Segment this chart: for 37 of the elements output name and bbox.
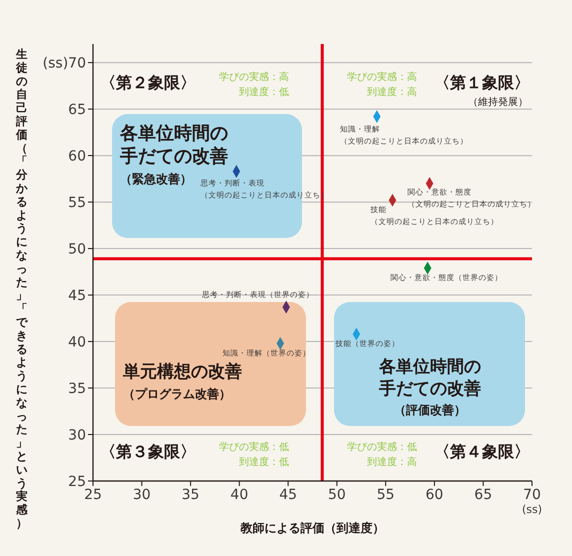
annotation: 〈第２象限〉 — [100, 73, 196, 92]
annotation: 単元構想の改善 — [122, 361, 242, 382]
y-tick-label: 30 — [68, 428, 86, 444]
x-tick-label: 50 — [328, 487, 346, 503]
x-tick-label: 55 — [376, 487, 395, 503]
annotation: 学びの実感：高到達度：高 — [347, 71, 417, 98]
annotation: 〈第３象限〉 — [100, 442, 196, 461]
text: 生徒の自己評価（「分かるようになった」「できるようになった」という実感） — [16, 47, 28, 530]
x-tick-label: 40 — [230, 487, 248, 503]
annotation: 学びの実感：低到達度：高 — [347, 441, 417, 468]
annotation: 〈第４象限〉 — [434, 442, 530, 461]
x-tick-label: 65 — [474, 487, 492, 503]
y-tick-label: 45 — [68, 288, 86, 304]
y-tick-label: (ss)70 — [42, 56, 86, 72]
y-tick-label: 50 — [68, 242, 86, 258]
annotation: （維持発展） — [468, 96, 528, 108]
y-tick-label: 65 — [68, 102, 86, 118]
annotation: （評価改善） — [394, 403, 466, 417]
x-tick-label: 30 — [132, 487, 151, 503]
annotation: 学びの実感：高到達度：低 — [219, 71, 289, 98]
annotation: 〈第１象限〉 — [434, 73, 530, 92]
annotation: （緊急改善） — [120, 172, 192, 186]
x-tick-label: 60 — [426, 487, 444, 503]
y-tick-label: 25 — [68, 474, 86, 490]
annotation: 各単位時間の手だての改善 — [378, 357, 481, 399]
y-tick-label: 35 — [68, 381, 86, 398]
y-tick-label: 60 — [68, 148, 86, 165]
y-tick-label: 40 — [68, 334, 86, 351]
annotation: 学びの実感：低到達度：低 — [219, 441, 289, 468]
x-tick-label: 25 — [84, 487, 102, 503]
x-tick-label: 35 — [182, 487, 200, 503]
annotation: （プログラム改善） — [123, 387, 231, 401]
annotation: 各単位時間の手だての改善 — [119, 123, 228, 167]
y-tick-label: 55 — [68, 195, 86, 212]
x-axis-title: 教師による評価（到達度） — [240, 521, 384, 535]
x-tick-label: 70 (ss) — [522, 487, 542, 516]
x-tick-label: 45 — [279, 487, 298, 503]
